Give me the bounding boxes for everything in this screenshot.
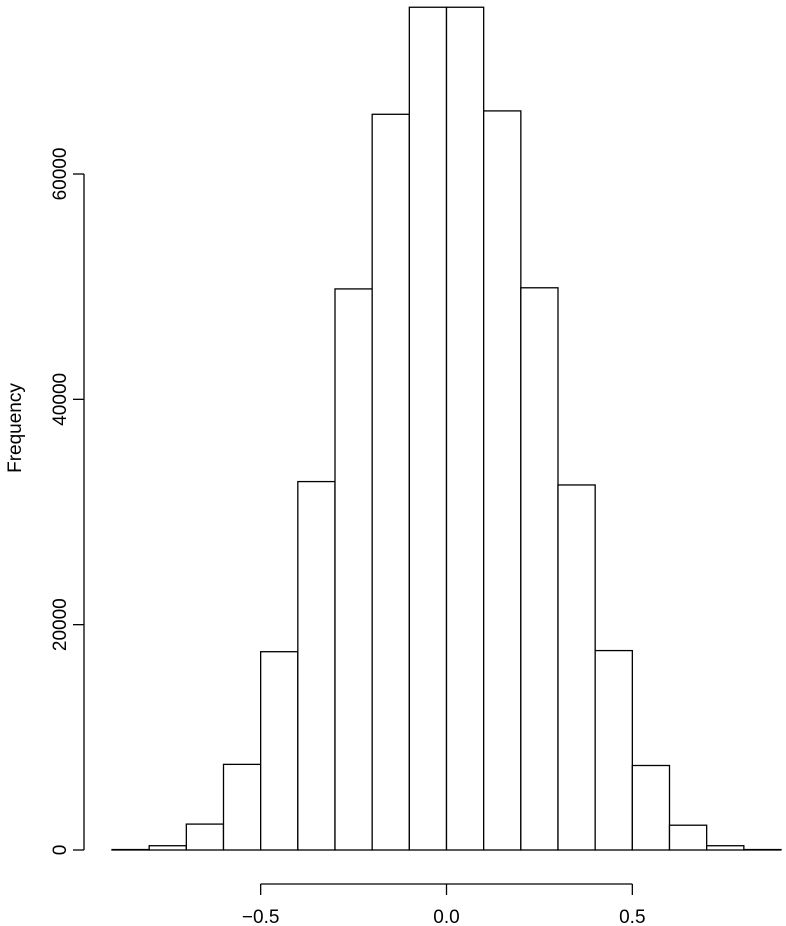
x-axis: −0.5 0.0 0.5 — [242, 883, 646, 926]
y-tick-label: 40000 — [50, 373, 71, 426]
y-tick-label: 0 — [50, 845, 71, 856]
histogram-bar — [445, 6, 485, 851]
x-tick-label: −0.5 — [242, 907, 280, 926]
histogram-bar — [148, 845, 187, 851]
histogram-bar — [483, 110, 522, 851]
histogram-bar — [631, 764, 671, 851]
y-tick-label: 60000 — [50, 148, 71, 201]
y-axis: 0 20000 40000 60000 — [50, 148, 85, 856]
histogram-bar — [371, 113, 410, 851]
x-tick-label: 0.5 — [619, 907, 645, 926]
histogram-bar — [408, 6, 448, 851]
histogram-bar — [260, 651, 299, 851]
y-tick-label: 20000 — [50, 598, 71, 651]
histogram-bar — [557, 484, 596, 851]
histogram-bars — [111, 6, 782, 851]
histogram-bar — [668, 824, 708, 851]
histogram-bar — [185, 823, 225, 851]
x-tick-label: 0.0 — [433, 907, 459, 926]
histogram-bar — [297, 480, 336, 851]
histogram-bar — [222, 763, 262, 851]
histogram-bar — [520, 287, 559, 851]
histogram-bar — [334, 288, 373, 851]
histogram-bar — [594, 649, 633, 851]
y-axis-label: Frequency — [5, 383, 26, 473]
histogram-bar — [706, 845, 745, 851]
